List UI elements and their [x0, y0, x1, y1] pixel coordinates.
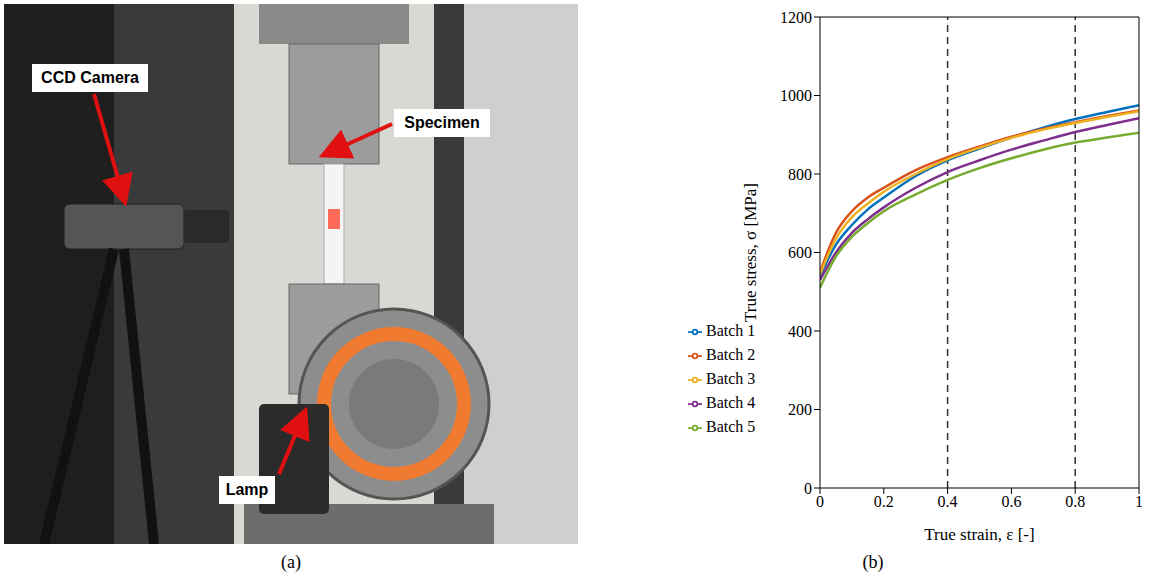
html-text:Batch 3: Batch 3 [706, 370, 756, 387]
html-text:Batch 2: Batch 2 [706, 346, 756, 363]
html-text:Batch 1: Batch 1 [706, 322, 756, 339]
svg-text:0.6: 0.6 [1001, 493, 1021, 510]
svg-text:400: 400 [788, 323, 812, 340]
svg-text:600: 600 [788, 244, 812, 261]
svg-text:0.4: 0.4 [938, 493, 958, 510]
svg-text:True stress, σ [MPa]: True stress, σ [MPa] [741, 183, 760, 322]
svg-text:0: 0 [804, 480, 812, 497]
svg-text:800: 800 [788, 166, 812, 183]
svg-text:Lamp: Lamp [226, 481, 269, 498]
html-text:(b): (b) [862, 552, 884, 572]
svg-text:True strain, ε [-]: True strain, ε [-] [924, 525, 1034, 544]
svg-text:0: 0 [816, 493, 824, 510]
svg-text:200: 200 [788, 401, 812, 418]
svg-text:0.8: 0.8 [1065, 493, 1085, 510]
html-text:(a): (a) [281, 552, 301, 572]
svg-text:1200: 1200 [780, 9, 812, 26]
html-text:Batch 4: Batch 4 [706, 394, 756, 411]
svg-text:1: 1 [1135, 493, 1143, 510]
html-text:Batch 5: Batch 5 [706, 418, 756, 435]
svg-text:CCD Camera: CCD Camera [41, 69, 139, 86]
svg-text:1000: 1000 [780, 87, 812, 104]
svg-text:0.2: 0.2 [874, 493, 894, 510]
svg-text:Specimen: Specimen [404, 114, 480, 131]
